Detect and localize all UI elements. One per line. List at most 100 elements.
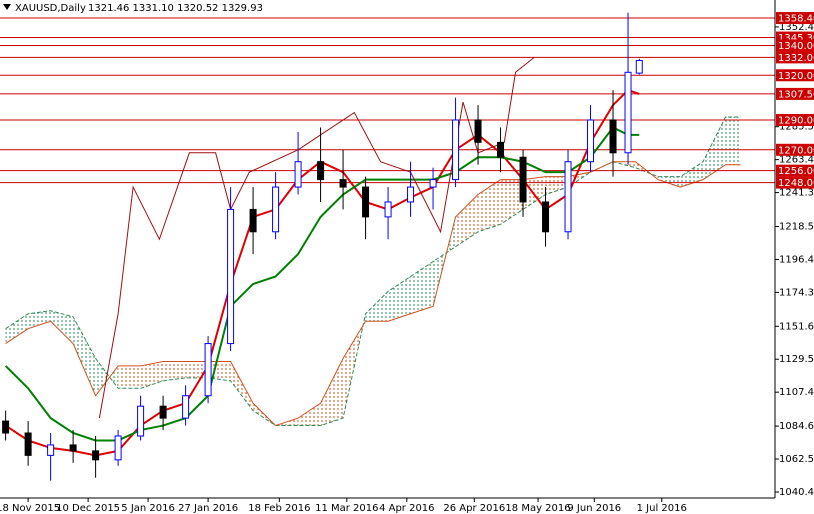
levels [0,17,775,184]
cloud-segment [343,313,366,419]
candle-body [249,208,257,233]
candle-body [92,450,100,461]
y-tick-label: 1241.30 [779,188,814,199]
level-label-box [776,176,814,189]
y-tick-label: 1352.45 [779,22,814,33]
x-tick-label: 18 Feb 2016 [248,503,310,514]
candle-body [69,444,77,452]
candle-body [564,161,572,233]
level-label: 1290.00 [778,115,814,126]
indicator-line [4,126,640,442]
candle-body [2,420,10,434]
candle-body [204,343,212,397]
x-tick-label: 9 Jun 2016 [567,503,621,514]
level-label: 1358.40 [778,14,814,25]
cloud-segment [73,316,96,396]
candle-body [609,119,617,154]
y-tick-label: 1107.40 [779,387,814,398]
x-tick-label: 11 Mar 2016 [315,503,378,514]
x-tick-label: 26 Apr 2016 [443,503,505,514]
candle-body [587,119,595,163]
candle-body [47,444,55,456]
cloud-segment [140,361,164,389]
level-label-box [776,113,814,126]
cloud-segment [725,117,741,165]
candle-body [474,119,482,143]
cloud-segment [455,194,479,247]
cloud-segment [388,276,411,322]
cloud-segment [545,176,569,195]
cloud-segment [118,365,141,389]
level-label-box [776,12,814,25]
candle-body [519,156,527,203]
y-tick-label: 1062.55 [779,454,814,465]
y-tick-label: 1196.45 [779,254,814,265]
candle-body [384,201,392,218]
candle-body [114,435,122,461]
chart-title: XAUUSD,Daily [15,3,86,14]
candle-body [497,141,505,158]
cloud-edge [5,161,741,427]
level-label: 1307.50 [778,89,814,100]
cloud-segment [365,291,389,322]
y-tick-label: 1285.50 [779,122,814,133]
y-tick-label: 1151.60 [779,321,814,332]
y-tick-label: 1263.40 [779,155,814,166]
chart-subtitle: 1321.46 1331.10 1320.52 1329.93 [88,3,263,14]
level-label: 1332.00 [778,53,814,64]
cloud-edge [5,116,741,427]
x-tick-label: 1 Jul 2016 [637,503,687,514]
indicator-line [5,89,640,457]
candle-body [159,405,167,419]
cloud-segment [230,361,254,411]
level-label: 1345.30 [778,33,814,44]
x-tick-label: 10 Dec 2015 [56,503,120,514]
candle-body [227,208,235,345]
cloud-segment [320,358,344,426]
cloud-segment [613,161,636,168]
candle-body [452,119,460,181]
level-label-box [776,39,814,52]
y-tick-label: 1218.55 [779,221,814,232]
y-tick-label: 1084.65 [779,421,814,432]
level-label: 1320.00 [778,71,814,82]
cloud-segment [658,176,681,188]
cloud-segment [163,361,186,381]
candle-body [182,395,190,419]
cloud-segment [500,179,524,225]
x-tick-label: 18 Nov 2015 [0,503,60,514]
cloud-segment [5,313,29,344]
level-label-box [776,143,814,156]
cloud-segment [50,310,74,344]
candle-body [429,179,437,188]
candle-body [317,161,325,181]
level-label: 1256.00 [778,166,814,177]
candle-body [407,186,415,203]
indicator-line [98,56,535,419]
level-label-box [776,164,814,177]
candle-body [542,201,550,233]
cloud-segment [478,179,501,232]
x-tick-label: 4 Apr 2016 [379,503,434,514]
level-label: 1248.00 [778,178,814,189]
candle-body [624,71,632,154]
x-tick-label: 18 May 2016 [505,503,570,514]
lines [4,56,640,457]
cloud-segment [298,403,321,426]
candle-body [272,186,280,233]
level-label-box [776,69,814,82]
level-label-box [776,87,814,100]
candles [2,12,643,481]
y-tick-label: 1129.50 [779,354,814,365]
y-tick-label: 1174.35 [779,287,814,298]
level-label-box [776,51,814,64]
x-tick-label: 27 Jan 2016 [178,503,238,514]
menu-arrow[interactable] [3,4,11,10]
cloud-segment [703,117,726,180]
candle-body [339,179,347,188]
cloud-segment [410,261,434,314]
